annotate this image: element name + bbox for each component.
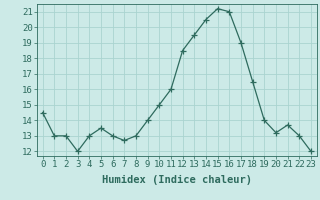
- X-axis label: Humidex (Indice chaleur): Humidex (Indice chaleur): [102, 175, 252, 185]
